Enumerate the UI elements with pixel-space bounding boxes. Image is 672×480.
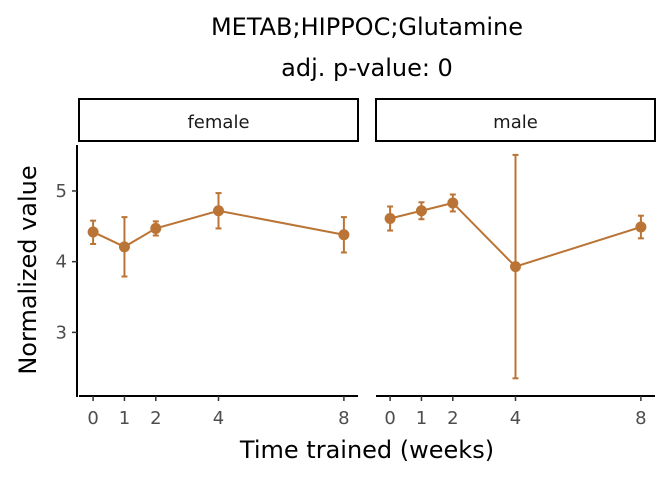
facet-strip-male <box>375 98 656 142</box>
data-point <box>635 221 647 233</box>
facet-label-female: female <box>187 112 249 133</box>
y-axis-title: Normalized value <box>14 165 42 374</box>
x-tick-label: 1 <box>416 408 427 429</box>
x-tick-label: 4 <box>510 408 521 429</box>
x-tick-label: 2 <box>150 408 161 429</box>
panel-female: female 0 1 2 4 8 3 4 5 <box>56 98 359 429</box>
data-point <box>213 205 224 217</box>
x-tick-label: 4 <box>213 408 224 429</box>
facet-label-male: male <box>493 112 538 133</box>
data-point <box>338 229 350 241</box>
y-tick-label: 3 <box>56 322 67 343</box>
x-axis-title: Time trained (weeks) <box>239 436 494 464</box>
x-tick-label: 1 <box>119 408 130 429</box>
data-point <box>415 205 427 217</box>
chart-title: METAB;HIPPOC;Glutamine <box>211 13 523 41</box>
x-tick-label: 0 <box>384 408 395 429</box>
data-point <box>510 261 521 273</box>
panel-male: male 0 1 2 4 8 <box>375 98 656 429</box>
x-tick-label: 8 <box>635 408 646 429</box>
x-tick-label: 2 <box>447 408 458 429</box>
data-point <box>447 197 459 209</box>
facet-strip-female <box>78 98 359 142</box>
y-tick-label: 5 <box>56 181 67 202</box>
y-tick-label: 4 <box>56 252 67 273</box>
data-point <box>118 241 130 253</box>
x-tick-label: 8 <box>338 408 349 429</box>
chart-subtitle: adj. p-value: 0 <box>281 54 453 82</box>
data-point <box>87 226 99 238</box>
x-tick-label: 0 <box>87 408 98 429</box>
data-point <box>384 213 396 225</box>
data-point <box>150 222 162 234</box>
